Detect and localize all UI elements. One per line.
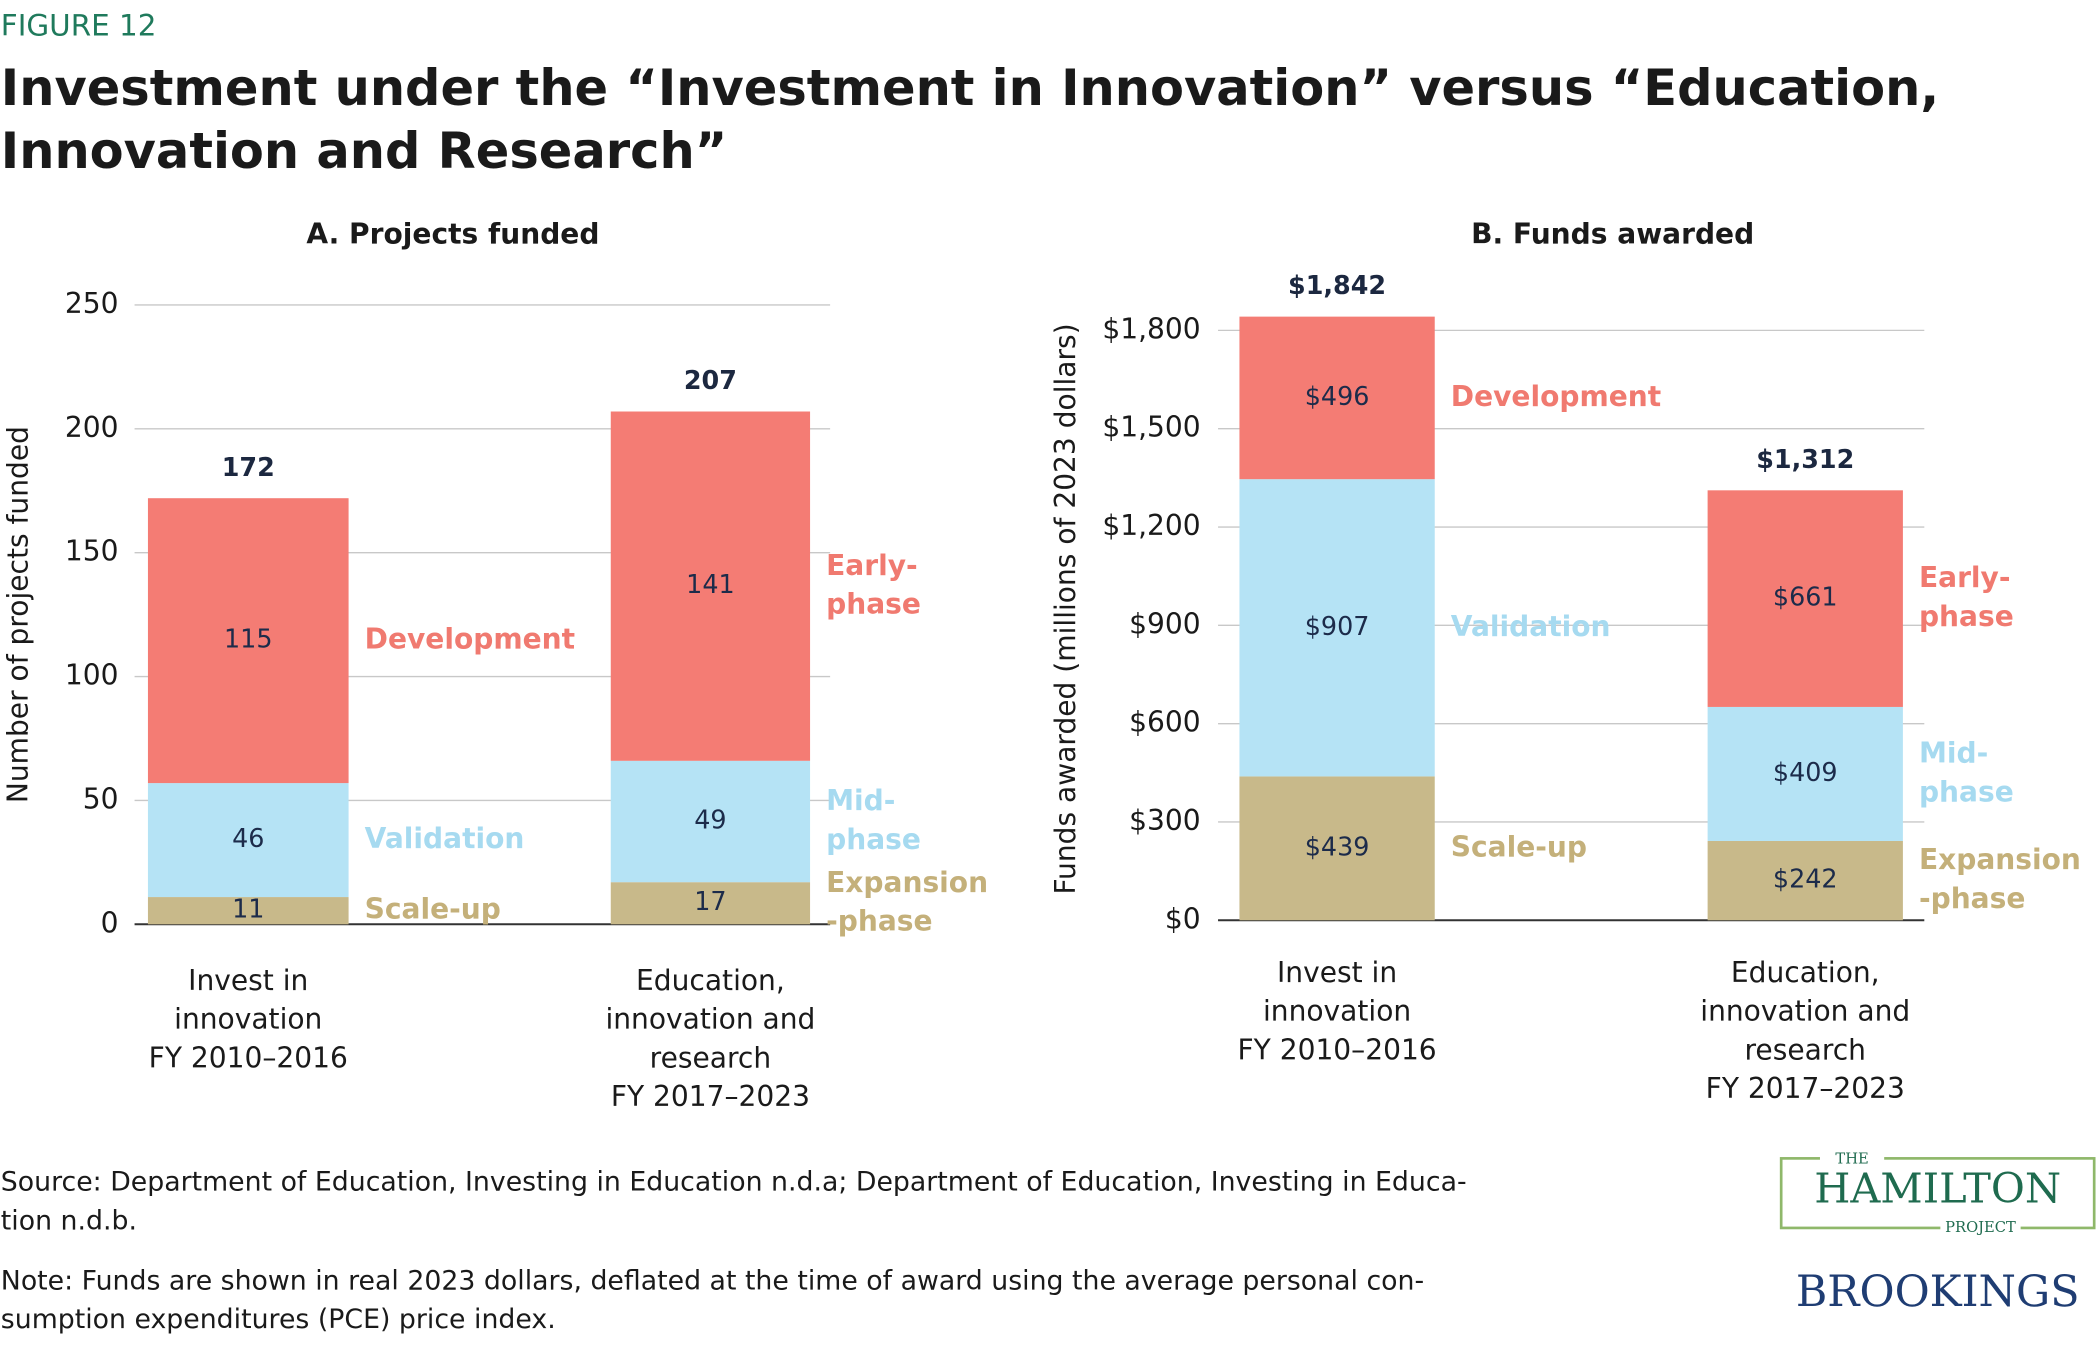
segment-name: Mid-phase (826, 784, 921, 856)
total-label: $1,312 (1756, 444, 1854, 474)
segment-name: Validation (1451, 610, 1611, 643)
segment-name: Validation (365, 822, 525, 855)
segment-value-label: $661 (1773, 582, 1838, 612)
segment-value-label: 141 (686, 569, 734, 599)
segment-value-label: 11 (232, 894, 264, 924)
x-tick-label: Education, innovation and research FY 2017–… (1700, 956, 1910, 1105)
bar-segment (1707, 490, 1903, 707)
segment-value-label: $496 (1305, 381, 1370, 411)
note: Note: Funds are shown in real 2023 dolla… (1, 1265, 1424, 1335)
figure-title: Investment under the “Investment in Inno… (1, 58, 1939, 179)
y-tick-label: $1,800 (1102, 312, 1200, 345)
y-tick-label: 250 (65, 287, 119, 320)
segment-value-label: $242 (1773, 864, 1838, 894)
segment-name: Expansion -phase (1919, 843, 2081, 915)
source: Source: Department of Education, Investi… (1, 1166, 1467, 1236)
y-tick-label: $600 (1129, 706, 1200, 739)
segment-value-label: 17 (694, 886, 726, 916)
segment-name: Early-phase (1919, 561, 2014, 633)
bar-segment (610, 411, 811, 761)
segment-value-label: $409 (1773, 757, 1838, 787)
bar-segment (610, 882, 811, 925)
bar-segment (610, 760, 811, 883)
bar-segment (1239, 316, 1435, 480)
bar-segment (1707, 706, 1903, 841)
logo-hamilton: HAMILTON (1814, 1164, 2061, 1212)
y-axis-label: Number of projects funded (2, 426, 35, 803)
segment-name: Early-phase (826, 549, 921, 621)
segment-value-label: 115 (224, 624, 273, 654)
bar-segment (147, 498, 349, 784)
total-label: $1,842 (1288, 270, 1386, 300)
y-tick-label: 100 (65, 659, 119, 692)
logo-gap (1940, 1219, 2021, 1236)
logo-the: THE (1835, 1151, 1868, 1168)
panel-title: B. Funds awarded (1471, 217, 1754, 250)
y-tick-label: 0 (101, 906, 119, 939)
bar-segment (1707, 840, 1903, 921)
bar-segment (147, 897, 349, 925)
figure-label: FIGURE 12 (1, 8, 157, 42)
segment-name: Expansion -phase (826, 866, 988, 938)
logo-brookings: BROOKINGS (1796, 1267, 2080, 1317)
y-tick-label: $300 (1129, 804, 1200, 837)
segment-value-label: $907 (1305, 611, 1370, 641)
y-axis-label: Funds awarded (millions of 2023 dollars) (1049, 323, 1082, 894)
y-tick-label: $1,200 (1102, 509, 1200, 542)
segment-name: Mid-phase (1919, 737, 2014, 809)
y-tick-label: $0 (1165, 902, 1201, 935)
y-tick-label: $1,500 (1102, 411, 1200, 444)
logo-box (1779, 1157, 2096, 1230)
bar-segment (147, 783, 349, 898)
segment-value-label: 46 (232, 823, 264, 853)
x-tick-label: Education, innovation and research FY 2017–… (605, 964, 815, 1113)
segment-value-label: $439 (1305, 831, 1370, 861)
y-tick-label: $900 (1129, 607, 1200, 640)
logo-project: PROJECT (1945, 1219, 2016, 1236)
segment-name: Scale-up (365, 893, 501, 926)
panel-title: A. Projects funded (306, 217, 599, 250)
y-tick-label: 150 (65, 535, 119, 568)
x-tick-label: Invest in innovation FY 2010–2016 (1237, 956, 1436, 1067)
logo-gap (1819, 1150, 1885, 1167)
bar-segment (1239, 776, 1435, 921)
y-tick-label: 200 (65, 411, 119, 444)
y-tick-label: 50 (83, 782, 119, 815)
segment-value-label: 49 (694, 804, 726, 834)
segment-name: Development (1451, 380, 1661, 413)
x-tick-label: Invest in innovation FY 2010–2016 (149, 964, 348, 1075)
bar-segment (1239, 479, 1435, 777)
total-label: 207 (684, 365, 737, 395)
segment-name: Scale-up (1451, 830, 1587, 863)
total-label: 172 (222, 452, 275, 482)
segment-name: Development (365, 623, 575, 656)
